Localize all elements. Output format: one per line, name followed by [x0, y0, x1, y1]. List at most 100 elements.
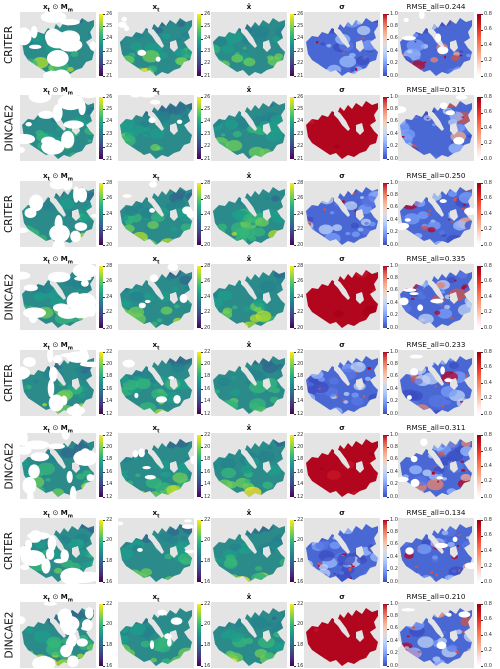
row-label: CRITER	[0, 12, 18, 78]
sigma-tick-mark	[387, 653, 389, 655]
value-tick-mark	[294, 159, 296, 160]
value-colorbar	[290, 604, 294, 666]
value-tick-label: 28	[204, 262, 211, 269]
panel-title: xt	[152, 171, 160, 183]
error-tick-mark	[481, 566, 483, 568]
value-tick-label: 24	[106, 293, 113, 300]
sigma-tick-mark	[387, 290, 389, 292]
value-tick-label: 26	[297, 93, 304, 100]
value-tick-mark	[294, 520, 296, 521]
sigma-tick-mark	[387, 315, 389, 317]
value-tick-mark	[201, 645, 203, 647]
error-tick-label: 0.8	[484, 516, 492, 523]
value-tick-mark	[294, 414, 296, 415]
error-tick-mark	[481, 398, 483, 400]
sigma-tick-label: 0.0	[390, 410, 398, 417]
value-tick-mark	[103, 520, 105, 521]
value-tick-label: 20	[106, 324, 113, 331]
value-tick-label: 24	[204, 35, 211, 42]
value-colorbar	[99, 604, 103, 666]
error-tick-label: 0.6	[484, 195, 492, 201]
row-label: DINCAE2	[0, 264, 18, 330]
value-tick-mark	[103, 51, 105, 53]
value-tick-mark	[103, 266, 105, 267]
panel-title: xt ⊙ Mm	[43, 423, 73, 435]
value-tick-label: 24	[297, 293, 304, 300]
sigma-tick-label: 0.8	[390, 191, 398, 198]
value-tick-label: 16	[204, 468, 211, 475]
error-tick-mark	[481, 60, 483, 62]
value-tick-mark	[103, 364, 105, 366]
value-tick-label: 25	[297, 22, 304, 29]
sigma-tick-mark	[387, 207, 389, 209]
value-tick-label: 18	[106, 373, 113, 380]
value-tick-label: 22	[204, 309, 211, 315]
error-colorbar	[477, 352, 481, 414]
value-colorbar	[290, 97, 294, 159]
row-label-text: CRITER	[3, 194, 16, 234]
value-tick-mark	[201, 146, 203, 148]
value-tick-label: 22	[297, 60, 304, 67]
map-panel	[211, 181, 287, 247]
error-tick-mark	[481, 266, 483, 267]
sigma-tick-label: 0.0	[390, 493, 398, 500]
sigma-tick-mark	[387, 557, 389, 559]
error-map	[398, 608, 472, 666]
value-tick-mark	[103, 97, 105, 98]
value-tick-mark	[201, 297, 203, 298]
value-tick-mark	[103, 214, 105, 215]
value-tick-mark	[294, 198, 296, 200]
sigma-tick-mark	[387, 328, 389, 329]
value-tick-mark	[103, 297, 105, 298]
map-panel	[211, 518, 287, 584]
error-tick-mark	[481, 520, 483, 521]
value-tick-label: 24	[106, 210, 113, 217]
row-label-text: CRITER	[3, 531, 16, 571]
value-tick-mark	[103, 245, 105, 246]
map-panel	[118, 181, 194, 247]
sigma-tick-mark	[387, 389, 389, 391]
value-tick-mark	[201, 389, 203, 391]
panel-title: xt ⊙ Mm	[43, 254, 73, 266]
sigma-tick-mark	[387, 628, 389, 630]
error-tick-label: 0.8	[484, 262, 492, 269]
value-tick-mark	[294, 97, 296, 98]
map-panel	[304, 264, 380, 330]
target-map	[120, 356, 192, 414]
error-tick-mark	[481, 312, 483, 314]
value-tick-label: 24	[204, 293, 211, 300]
sigma-tick-label: 0.0	[390, 578, 398, 585]
row-label-text: CRITER	[3, 25, 16, 65]
masked-map	[20, 181, 96, 247]
value-tick-mark	[103, 645, 105, 647]
panel-title: RMSE_all=0.244	[406, 2, 466, 11]
value-colorbar	[197, 266, 201, 328]
sigma-tick-mark	[387, 435, 389, 436]
target-map	[120, 264, 192, 328]
sigma-tick-label: 0.4	[390, 468, 398, 475]
value-tick-mark	[103, 63, 105, 65]
sigma-dincae-map	[306, 101, 378, 159]
sigma-tick-label: 0.0	[390, 324, 398, 331]
value-colorbar	[99, 435, 103, 497]
sigma-colorbar	[383, 352, 387, 414]
value-tick-mark	[201, 472, 203, 474]
value-tick-label: 20	[297, 360, 304, 367]
error-map	[400, 354, 472, 414]
sigma-tick-label: 1.0	[390, 10, 398, 17]
value-tick-mark	[294, 328, 296, 329]
value-tick-label: 24	[297, 35, 304, 42]
sigma-tick-mark	[387, 352, 389, 353]
panel-title: RMSE_all=0.311	[406, 423, 466, 432]
sigma-colorbar	[383, 266, 387, 328]
panel-title: RMSE_all=0.335	[406, 254, 466, 263]
value-tick-mark	[294, 281, 296, 283]
value-tick-mark	[103, 352, 105, 353]
value-tick-mark	[294, 266, 296, 267]
value-tick-label: 23	[204, 47, 211, 54]
sigma-tick-label: 0.6	[390, 287, 398, 294]
sigma-tick-mark	[387, 38, 389, 40]
value-tick-mark	[201, 214, 203, 215]
value-tick-mark	[294, 183, 296, 184]
map-panel	[304, 95, 380, 161]
